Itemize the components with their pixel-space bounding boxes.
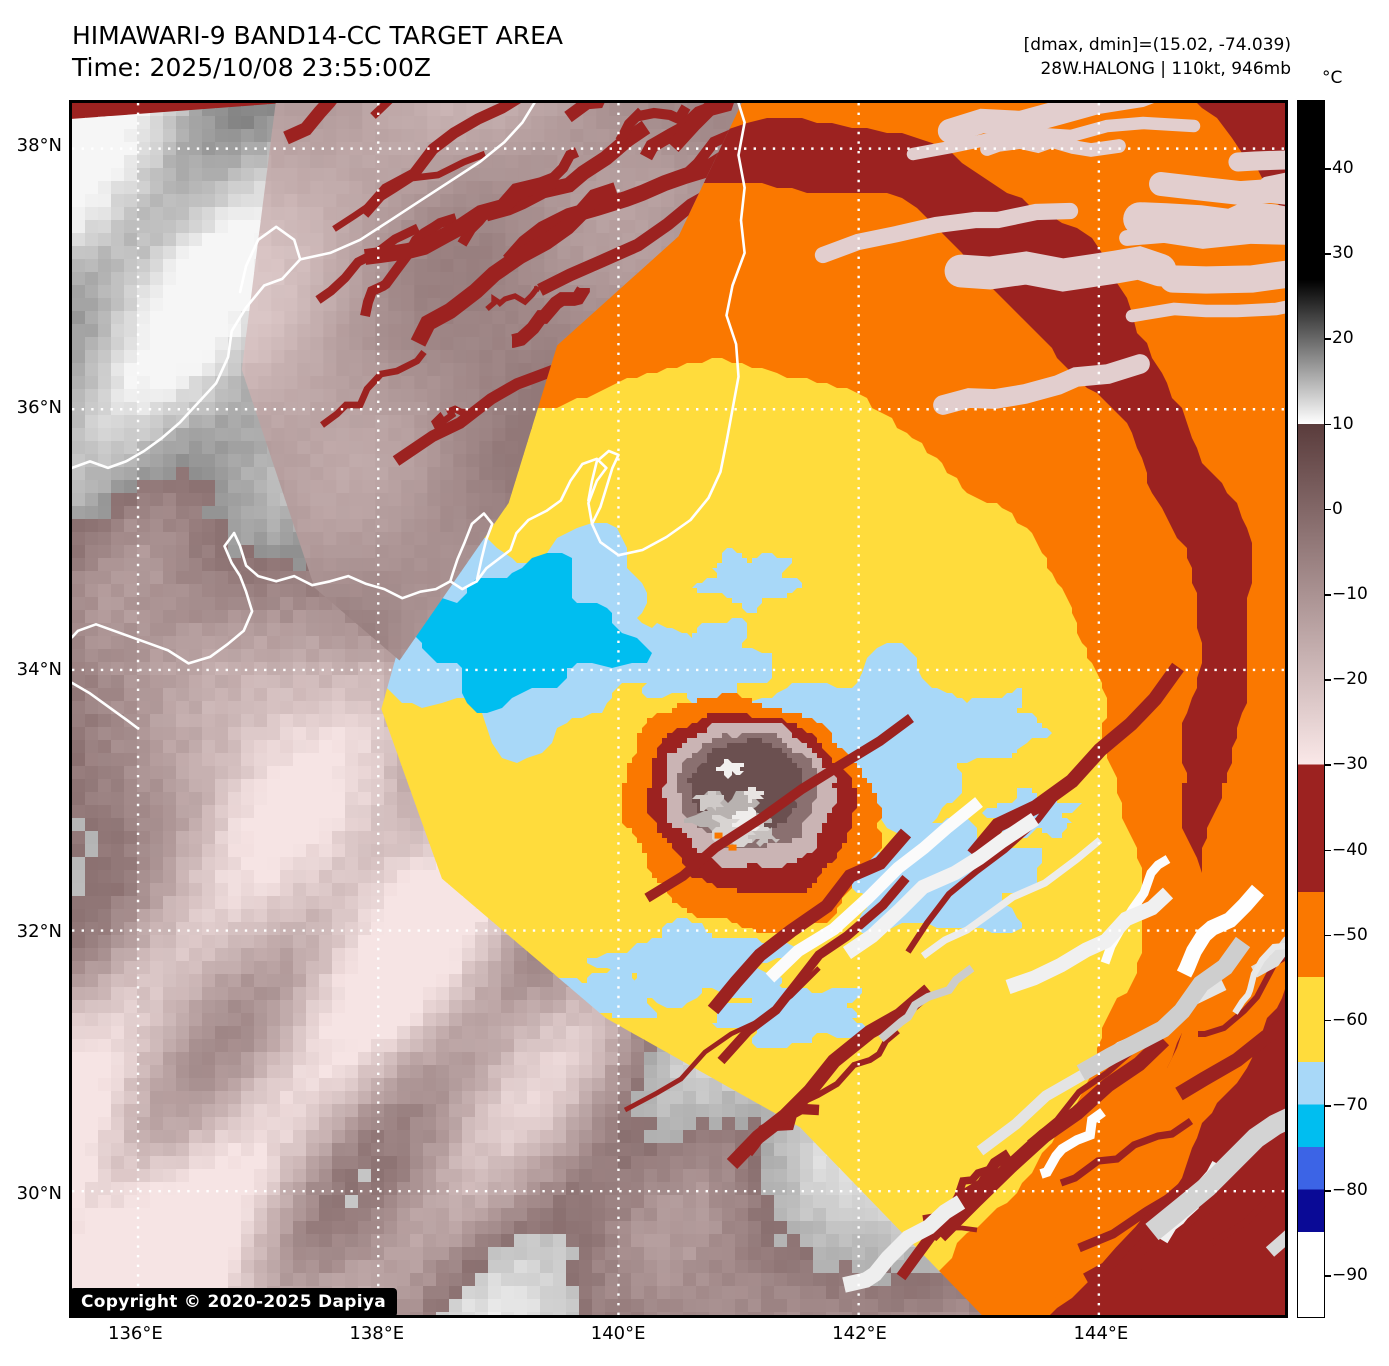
- lat-tick-36: 36°N: [17, 397, 62, 418]
- metadata-block: [dmax, dmin]=(15.02, -74.039) 28W.HALONG…: [1024, 33, 1291, 81]
- colorbar-tick-label--30: −30: [1332, 754, 1368, 774]
- colorbar-tick-label-40: 40: [1332, 158, 1354, 178]
- colorbar-tick-mark--20: [1325, 679, 1331, 681]
- colorbar-tick-label--10: −10: [1332, 584, 1368, 604]
- colorbar-tick-label-30: 30: [1332, 243, 1354, 263]
- colorbar-tick-label--40: −40: [1332, 840, 1368, 860]
- lon-tick-136: 136°E: [108, 1323, 163, 1344]
- colorbar-tick-mark-30: [1325, 253, 1331, 255]
- lon-tick-138: 138°E: [349, 1323, 404, 1344]
- lon-tick-144: 144°E: [1074, 1323, 1129, 1344]
- lon-tick-142: 142°E: [832, 1323, 887, 1344]
- title-line-2: Time: 2025/10/08 23:55:00Z: [72, 53, 431, 82]
- lat-tick-34: 34°N: [17, 659, 62, 680]
- lat-tick-38: 38°N: [17, 135, 62, 156]
- colorbar-tick-label-20: 20: [1332, 328, 1354, 348]
- colorbar-tick-mark-40: [1325, 168, 1331, 170]
- colorbar-tick-label--90: −90: [1332, 1265, 1368, 1285]
- lat-tick-30: 30°N: [17, 1183, 62, 1204]
- colorbar-units-label: °C: [1322, 68, 1342, 88]
- colorbar-tick-mark--50: [1325, 934, 1331, 937]
- storm-info-text: 28W.HALONG | 110kt, 946mb: [1040, 59, 1291, 79]
- colorbar-tick-mark--40: [1325, 849, 1331, 852]
- colorbar-tick-mark--80: [1325, 1190, 1331, 1192]
- colorbar-tick-label--50: −50: [1332, 925, 1368, 945]
- colorbar-tick-label--60: −60: [1332, 1010, 1368, 1030]
- colorbar-tick-mark--30: [1325, 764, 1331, 766]
- colorbar-tick-mark--60: [1325, 1019, 1331, 1022]
- page-title: HIMAWARI-9 BAND14-CC TARGET AREA Time: 2…: [72, 20, 563, 84]
- colorbar-tick-label--80: −80: [1332, 1180, 1368, 1200]
- title-line-1: HIMAWARI-9 BAND14-CC TARGET AREA: [72, 21, 563, 50]
- colorbar-tick-mark-20: [1325, 338, 1331, 340]
- lat-tick-32: 32°N: [17, 921, 62, 942]
- colorbar-tick-mark--90: [1325, 1275, 1331, 1277]
- colorbar-tick-mark--70: [1325, 1105, 1331, 1107]
- copyright-notice: Copyright © 2020-2025 Dapiya: [70, 1288, 397, 1317]
- colorbar-tick-label-10: 10: [1332, 414, 1354, 434]
- colorbar[interactable]: [1297, 100, 1325, 1318]
- satellite-imagery-canvas: [72, 103, 1285, 1315]
- colorbar-gradient: [1297, 100, 1325, 1318]
- colorbar-tick-mark-0: [1325, 508, 1331, 511]
- dmax-dmin-text: [dmax, dmin]=(15.02, -74.039): [1024, 35, 1291, 55]
- satellite-image-plot[interactable]: [69, 100, 1288, 1318]
- colorbar-tick-label--20: −20: [1332, 669, 1368, 689]
- lon-tick-140: 140°E: [591, 1323, 646, 1344]
- colorbar-tick-mark-10: [1325, 423, 1331, 426]
- colorbar-tick-label-0: 0: [1332, 499, 1343, 519]
- colorbar-tick-mark--10: [1325, 594, 1331, 596]
- colorbar-tick-label--70: −70: [1332, 1095, 1368, 1115]
